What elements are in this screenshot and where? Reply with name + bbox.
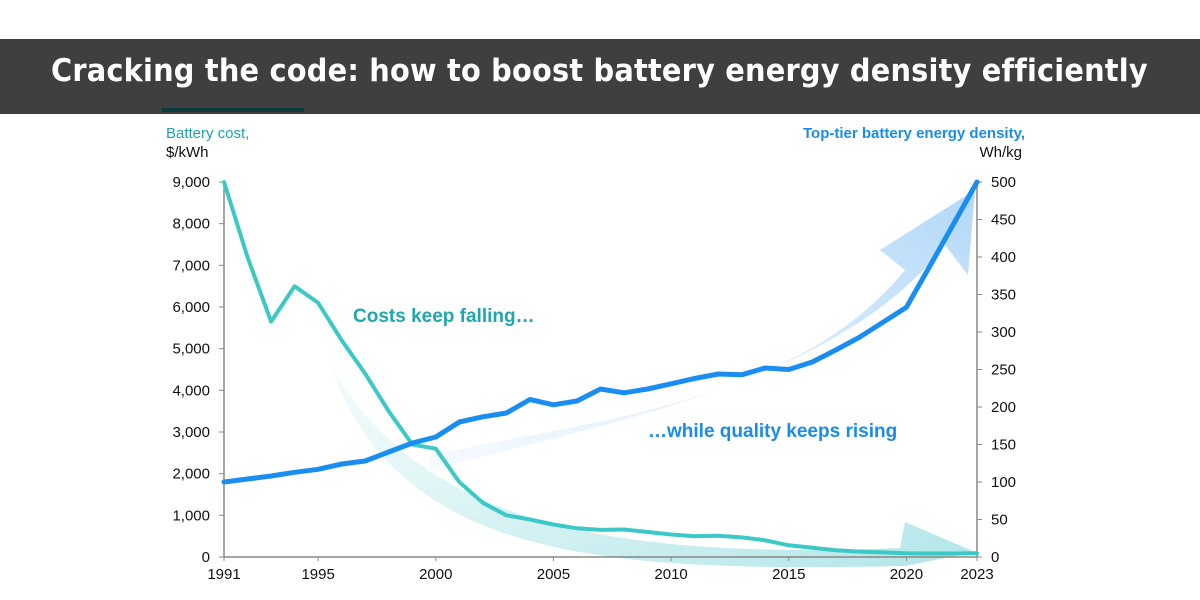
left-tick-label: 0 <box>202 549 210 566</box>
left-tick-label: 4,000 <box>172 382 210 399</box>
x-tick-label: 2023 <box>960 566 993 583</box>
right-tick-label: 0 <box>991 549 999 566</box>
right-tick-label: 400 <box>991 249 1016 266</box>
left-tick-label: 8,000 <box>172 216 210 233</box>
right-axis-unit: Wh/kg <box>979 144 1022 161</box>
left-tick-label: 5,000 <box>172 341 210 358</box>
left-axis-label: Battery cost, <box>166 125 249 142</box>
right-tick-label: 150 <box>991 437 1016 454</box>
right-axis-label: Top-tier battery energy density, <box>803 125 1025 142</box>
left-tick-label: 6,000 <box>172 299 210 316</box>
right-tick-label: 450 <box>991 212 1016 229</box>
cost-line <box>222 180 979 556</box>
title-bar: Cracking the code: how to boost battery … <box>0 39 1200 114</box>
x-tick-label: 2000 <box>419 566 452 583</box>
left-tick-label: 7,000 <box>172 257 210 274</box>
right-tick-label: 500 <box>991 174 1016 191</box>
left-tick-label: 3,000 <box>172 424 210 441</box>
annotation-costs: Costs keep falling… <box>353 306 535 327</box>
title-underline <box>162 108 304 112</box>
left-tick-label: 2,000 <box>172 466 210 483</box>
x-tick-label: 1991 <box>207 566 240 583</box>
page-title: Cracking the code: how to boost battery … <box>51 53 1148 89</box>
right-tick-label: 350 <box>991 287 1016 304</box>
right-tick-label: 100 <box>991 474 1016 491</box>
right-tick-label: 300 <box>991 324 1016 341</box>
right-tick-label: 200 <box>991 399 1016 416</box>
left-tick-label: 1,000 <box>172 507 210 524</box>
x-tick-label: 2020 <box>890 566 923 583</box>
x-tick-label: 2015 <box>772 566 805 583</box>
right-tick-label: 50 <box>991 512 1008 529</box>
falling-arrow <box>330 365 975 568</box>
x-tick-label: 1995 <box>301 566 334 583</box>
left-tick-label: 9,000 <box>172 174 210 191</box>
right-tick-label: 250 <box>991 362 1016 379</box>
x-tick-label: 2010 <box>654 566 687 583</box>
annotation-quality: …while quality keeps rising <box>648 421 897 442</box>
x-tick-label: 2005 <box>537 566 570 583</box>
left-axis-unit: $/kWh <box>166 144 209 161</box>
